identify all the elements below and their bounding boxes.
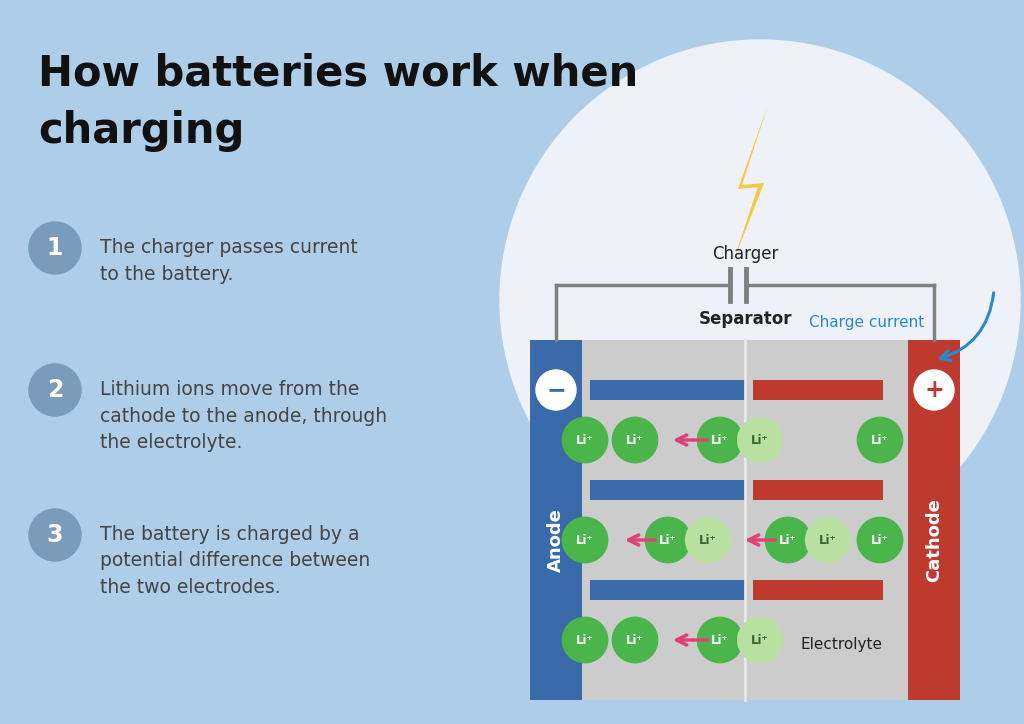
FancyBboxPatch shape — [753, 380, 883, 400]
Circle shape — [563, 618, 607, 662]
Text: +: + — [924, 378, 944, 402]
Text: The battery is charged by a
potential difference between
the two electrodes.: The battery is charged by a potential di… — [100, 525, 371, 597]
Text: Anode: Anode — [547, 508, 565, 572]
Text: Li⁺: Li⁺ — [752, 634, 769, 647]
Circle shape — [858, 518, 902, 562]
Text: 1: 1 — [47, 236, 63, 260]
Text: charging: charging — [38, 110, 245, 152]
Text: Charger: Charger — [712, 245, 778, 263]
Circle shape — [738, 618, 782, 662]
Circle shape — [858, 418, 902, 462]
Circle shape — [29, 509, 81, 561]
Text: Electrolyte: Electrolyte — [800, 638, 882, 652]
Circle shape — [698, 418, 742, 462]
Text: Cathode: Cathode — [925, 498, 943, 582]
Circle shape — [646, 518, 690, 562]
Circle shape — [738, 418, 782, 462]
Text: Li⁺: Li⁺ — [627, 434, 644, 447]
Text: 3: 3 — [47, 523, 63, 547]
Text: Li⁺: Li⁺ — [627, 634, 644, 647]
Polygon shape — [732, 105, 768, 265]
Circle shape — [29, 364, 81, 416]
Text: Li⁺: Li⁺ — [577, 634, 594, 647]
Text: Li⁺: Li⁺ — [577, 534, 594, 547]
Text: Li⁺: Li⁺ — [712, 434, 729, 447]
Circle shape — [563, 418, 607, 462]
Circle shape — [500, 40, 1020, 560]
Circle shape — [536, 370, 575, 410]
Text: Separator: Separator — [698, 310, 792, 328]
FancyBboxPatch shape — [590, 580, 745, 600]
Text: Li⁺: Li⁺ — [577, 434, 594, 447]
Text: Li⁺: Li⁺ — [659, 534, 677, 547]
Text: Li⁺: Li⁺ — [819, 534, 837, 547]
FancyBboxPatch shape — [753, 580, 883, 600]
Text: The charger passes current
to the battery.: The charger passes current to the batter… — [100, 238, 357, 284]
Text: Charge current: Charge current — [809, 315, 924, 330]
Circle shape — [613, 618, 657, 662]
FancyBboxPatch shape — [908, 340, 961, 700]
Text: Li⁺: Li⁺ — [699, 534, 717, 547]
Text: Li⁺: Li⁺ — [871, 534, 889, 547]
Circle shape — [29, 222, 81, 274]
Circle shape — [563, 518, 607, 562]
Text: Li⁺: Li⁺ — [712, 634, 729, 647]
FancyBboxPatch shape — [582, 340, 908, 700]
FancyBboxPatch shape — [590, 480, 745, 500]
Text: Li⁺: Li⁺ — [871, 434, 889, 447]
FancyBboxPatch shape — [530, 340, 582, 700]
Circle shape — [698, 618, 742, 662]
Circle shape — [914, 370, 954, 410]
Circle shape — [613, 418, 657, 462]
Text: Li⁺: Li⁺ — [779, 534, 797, 547]
FancyBboxPatch shape — [753, 480, 883, 500]
Circle shape — [766, 518, 810, 562]
Text: 2: 2 — [47, 378, 63, 402]
Text: Li⁺: Li⁺ — [752, 434, 769, 447]
Circle shape — [686, 518, 730, 562]
Text: Lithium ions move from the
cathode to the anode, through
the electrolyte.: Lithium ions move from the cathode to th… — [100, 380, 387, 452]
FancyBboxPatch shape — [590, 380, 745, 400]
Text: −: − — [546, 378, 566, 402]
Text: How batteries work when: How batteries work when — [38, 52, 638, 94]
Circle shape — [806, 518, 850, 562]
